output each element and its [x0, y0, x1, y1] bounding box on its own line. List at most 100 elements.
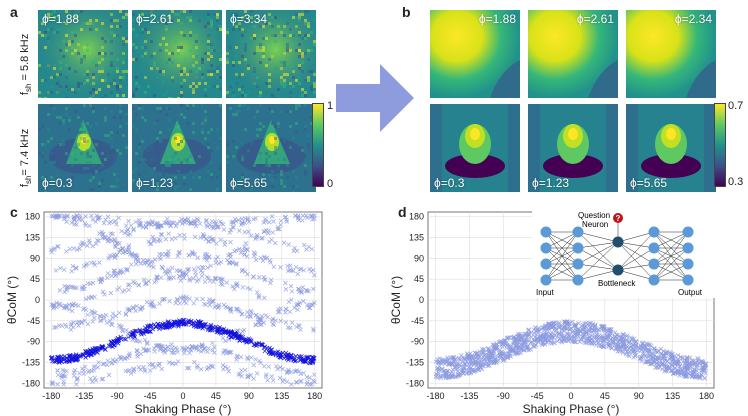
- y-tick-label: 45: [30, 274, 40, 284]
- x-tick-label: -135: [75, 391, 93, 401]
- panel-a-row2-image-2-phi-label: ϕ=1.23: [136, 176, 174, 190]
- x-tick-label: 135: [665, 391, 680, 401]
- network-node: [540, 258, 552, 270]
- x-tick-label: -90: [111, 391, 124, 401]
- scatter-points: [433, 319, 709, 381]
- x-tick-label: -180: [427, 391, 445, 401]
- network-node: [612, 264, 624, 276]
- panel-a-colorbar: [312, 103, 324, 187]
- panel-a-row2-image-2: ϕ=1.23: [132, 104, 222, 192]
- panel-a-row1-image-1-phi-label: ϕ=1.88: [42, 12, 80, 26]
- network-node: [572, 274, 584, 286]
- panel-b-letter: b: [402, 4, 411, 20]
- panel-b-row1-image-1: ϕ=1.88: [430, 10, 520, 98]
- y-tick-label: 90: [30, 253, 40, 263]
- panel-b-colorbar-max: 0.7: [728, 100, 744, 112]
- panel-b-row1-image-3: ϕ=2.34: [626, 10, 716, 98]
- x-tick-label: -90: [497, 391, 510, 401]
- y-tick-label: 0: [35, 295, 40, 305]
- y-tick-label: -45: [27, 316, 40, 326]
- network-node: [572, 242, 584, 254]
- x-tick-label: -45: [144, 391, 157, 401]
- x-tick-label: 0: [568, 391, 573, 401]
- panel-b-row2-image-3-phi-label: ϕ=5.65: [630, 176, 668, 190]
- panel-b-row1-image-3-phi-label: ϕ=2.34: [674, 12, 712, 26]
- panel-b-row1-image-1-phi-label: ϕ=1.88: [478, 12, 516, 26]
- network-node: [648, 242, 660, 254]
- y-tick-label: -180: [22, 378, 40, 388]
- panel-b-row2-image-1-phi-label: ϕ=0.3: [434, 176, 465, 190]
- network-node: [540, 226, 552, 238]
- panel-b-colorbar-min: 0.3: [728, 176, 744, 188]
- panel-d-letter: d: [398, 204, 407, 220]
- network-node: [540, 242, 552, 254]
- x-tick-label: 90: [244, 391, 254, 401]
- panel-b-row2-image-3: ϕ=5.65: [626, 104, 716, 192]
- x-axis-label: Shaking Phase (°): [523, 402, 620, 416]
- network-node: [648, 258, 660, 270]
- input-label: Input: [536, 288, 555, 297]
- network-node: [682, 274, 694, 286]
- panel-a-row2-label: fsh= 7.4 kHz: [18, 128, 34, 188]
- y-tick-label: 90: [414, 253, 424, 263]
- y-axis-label: θCoM (°): [389, 276, 403, 324]
- question-mark-icon: ?: [616, 214, 621, 223]
- panel-a-row1-image-2: ϕ=2.61: [132, 10, 222, 98]
- y-tick-label: 180: [25, 212, 40, 222]
- y-axis-label: θCoM (°): [5, 276, 19, 324]
- x-tick-label: -180: [42, 391, 60, 401]
- bottleneck-label: Bottleneck: [598, 279, 636, 288]
- panel-a-row1-label: fsh = 5.8 kHz: [18, 33, 34, 96]
- x-tick-label: 135: [274, 391, 289, 401]
- network-node: [648, 226, 660, 238]
- question-label: Question: [578, 211, 610, 220]
- panel-b-row2-image-2-phi-label: ϕ=1.23: [532, 176, 570, 190]
- panel-a-letter: a: [10, 4, 18, 20]
- network-node: [682, 226, 694, 238]
- network-node: [612, 236, 624, 248]
- panel-a-row1-image-3: ϕ=3.34: [226, 10, 316, 98]
- panel-a-row2-image-1: ϕ=0.3: [38, 104, 128, 192]
- y-tick-label: 45: [414, 274, 424, 284]
- y-tick-label: 135: [409, 232, 424, 242]
- y-tick-label: 180: [409, 212, 424, 222]
- x-tick-label: 45: [600, 391, 610, 401]
- scatter-points: [49, 213, 317, 387]
- panel-b-row1-image-2: ϕ=2.61: [528, 10, 618, 98]
- y-tick-label: 0: [419, 295, 424, 305]
- output-label: Output: [678, 288, 703, 297]
- network-node: [648, 274, 660, 286]
- y-tick-label: -135: [406, 358, 424, 368]
- x-tick-label: -135: [460, 391, 478, 401]
- network-node: [540, 274, 552, 286]
- network-node: [682, 258, 694, 270]
- y-tick-label: -90: [27, 337, 40, 347]
- x-tick-label: 180: [307, 391, 322, 401]
- panel-b-row1-image-2-phi-label: ϕ=2.61: [576, 12, 614, 26]
- x-tick-label: -45: [531, 391, 544, 401]
- question-neuron-node: [613, 213, 623, 223]
- y-tick-label: -180: [406, 378, 424, 388]
- network-node: [572, 226, 584, 238]
- panel-a-colorbar-min: 0: [327, 178, 334, 190]
- x-tick-label: 0: [180, 391, 185, 401]
- panel-a-row2-image-1-phi-label: ϕ=0.3: [42, 176, 73, 190]
- neuron-label: Neuron: [582, 220, 608, 229]
- network-node: [682, 242, 694, 254]
- y-tick-label: 135: [25, 232, 40, 242]
- panel-b-row2-image-1: ϕ=0.3: [430, 104, 520, 192]
- x-tick-label: 180: [699, 391, 714, 401]
- panel-a-row1-image-2-phi-label: ϕ=2.61: [136, 12, 174, 26]
- panel-a-row2-image-3: ϕ=5.65: [226, 104, 316, 192]
- panel-a-row2-image-3-phi-label: ϕ=5.65: [230, 176, 268, 190]
- y-tick-label: -90: [411, 337, 424, 347]
- y-tick-label: -45: [411, 316, 424, 326]
- panel-a-row1-image-3-phi-label: ϕ=3.34: [230, 12, 268, 26]
- panel-b-colorbar: [714, 103, 726, 187]
- x-tick-label: 45: [211, 391, 221, 401]
- x-axis-label: Shaking Phase (°): [135, 402, 232, 416]
- right-arrow-icon: [336, 64, 414, 132]
- y-tick-label: -135: [22, 358, 40, 368]
- panel-a-row1-image-1: ϕ=1.88: [38, 10, 128, 98]
